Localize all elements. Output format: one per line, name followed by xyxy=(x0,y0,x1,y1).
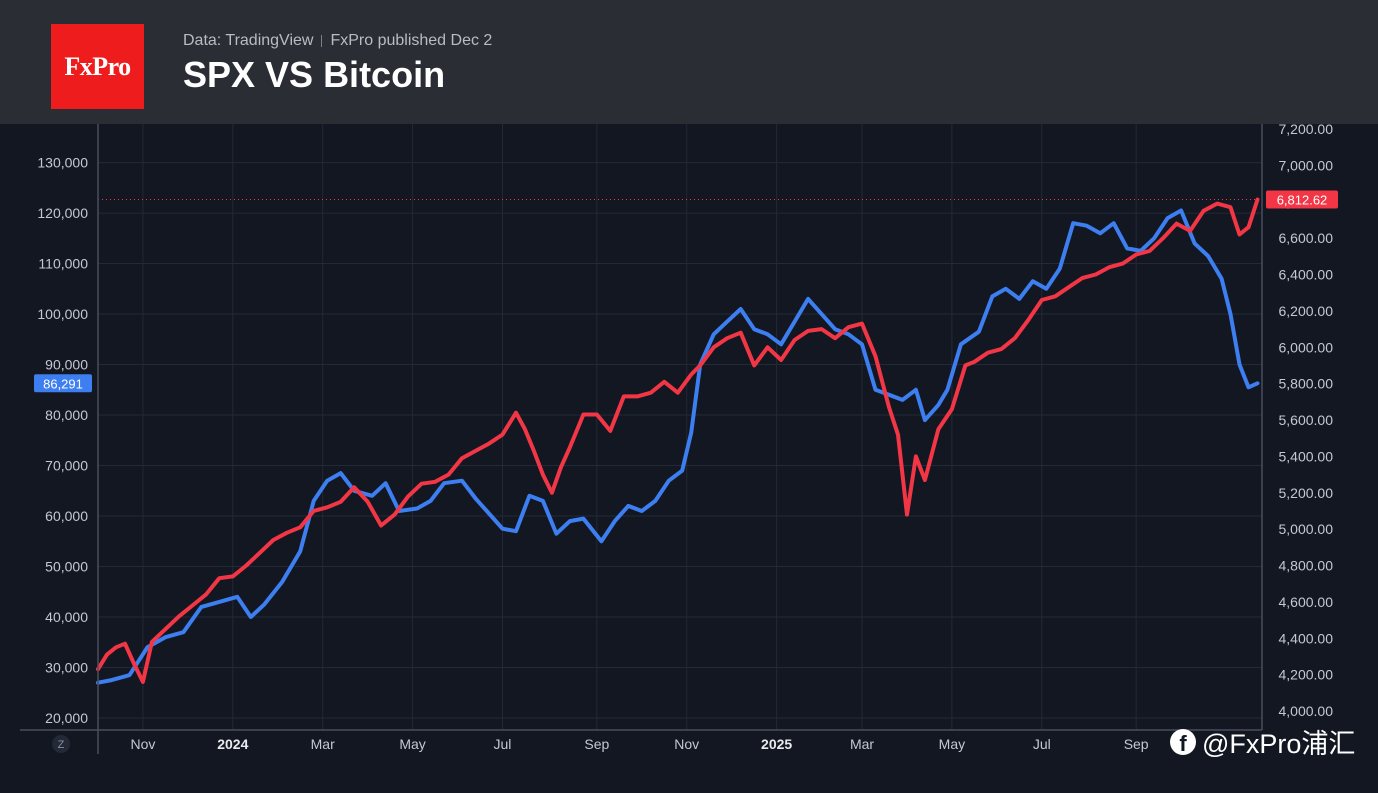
left-tick-label: 110,000 xyxy=(38,256,88,272)
x-tick-label: Jul xyxy=(494,736,512,752)
x-tick-label: 2024 xyxy=(217,736,248,752)
chart-title: SPX VS Bitcoin xyxy=(183,54,446,95)
right-tick-label: 6,600.00 xyxy=(1279,230,1334,246)
fxpro-logo: FxPro xyxy=(51,24,144,109)
left-tick-label: 130,000 xyxy=(37,155,88,171)
series-lines xyxy=(96,197,1260,685)
zoom-reset-label[interactable]: Z xyxy=(58,739,65,751)
header-bar: FxPro Data: TradingView FxPro published … xyxy=(0,0,1378,124)
logo-text: FxPro xyxy=(64,51,131,81)
left-tick-label: 120,000 xyxy=(37,205,88,221)
published-date: FxPro published Dec 2 xyxy=(330,32,493,49)
right-axis: 4,000.00 4,200.00 4,400.00 4,600.00 4,800.00… xyxy=(1261,121,1334,730)
x-tick-label: Mar xyxy=(850,736,874,752)
right-tick-label: 5,200.00 xyxy=(1279,485,1334,501)
right-tick-label: 4,200.00 xyxy=(1279,667,1334,683)
bitcoin-line xyxy=(96,208,1260,685)
bitcoin-last-badge-text: 86,291 xyxy=(43,376,83,391)
right-tick-label: 5,800.00 xyxy=(1279,376,1334,392)
left-tick-label: 90,000 xyxy=(45,357,88,373)
right-tick-label: 4,000.00 xyxy=(1279,703,1334,719)
x-tick-label: May xyxy=(939,736,965,752)
left-axis: 20,000 30,000 40,000 50,000 60,000 70,000 80,0… xyxy=(37,124,99,754)
chart-area: 20,000 30,000 40,000 50,000 60,000 70,000 80,0… xyxy=(0,121,1378,788)
spx-last-badge xyxy=(1266,190,1338,209)
right-tick-label: 6,000.00 xyxy=(1279,339,1334,355)
watermark-text: @FxPro浦汇 xyxy=(1202,729,1356,759)
right-tick-label: 5,400.00 xyxy=(1279,448,1334,464)
meta-separator xyxy=(321,35,323,47)
x-tick-label: Sep xyxy=(1124,736,1149,752)
left-tick-label: 100,000 xyxy=(37,306,88,322)
right-tick-label: 6,200.00 xyxy=(1279,303,1334,319)
grid-lines xyxy=(98,124,1262,730)
left-tick-label: 60,000 xyxy=(45,508,88,524)
watermark: f @FxPro浦汇 xyxy=(1170,722,1355,761)
right-tick-label: 5,000.00 xyxy=(1279,521,1334,537)
x-tick-label: Mar xyxy=(311,736,335,752)
right-tick-label: 7,000.00 xyxy=(1279,157,1334,173)
x-tick-label: Nov xyxy=(674,736,699,752)
right-tick-label: 4,400.00 xyxy=(1279,630,1334,646)
x-axis: Nov 2024 Mar May Jul Sep Nov 2025 Mar May Jul Sep xyxy=(20,729,1262,752)
last-value-badges: 86,291 6,812.62 xyxy=(34,190,1338,393)
right-tick-label: 4,800.00 xyxy=(1279,558,1334,574)
right-tick-label: 4,600.00 xyxy=(1279,594,1334,610)
right-tick-label: 5,600.00 xyxy=(1279,412,1334,428)
right-tick-label: 7,200.00 xyxy=(1279,124,1334,137)
bitcoin-last-badge xyxy=(34,374,92,393)
data-source: Data: TradingView xyxy=(183,32,314,49)
left-tick-label: 70,000 xyxy=(45,458,88,474)
left-tick-label: 40,000 xyxy=(45,609,88,625)
chart-meta: Data: TradingView FxPro published Dec 2 xyxy=(183,32,492,50)
right-tick-label: 6,400.00 xyxy=(1279,267,1334,283)
x-tick-label: Sep xyxy=(584,736,609,752)
left-tick-label: 80,000 xyxy=(45,407,88,423)
chart-svg: 20,000 30,000 40,000 50,000 60,000 70,000 80,0… xyxy=(20,121,1338,754)
spx-last-badge-text: 6,812.62 xyxy=(1277,192,1328,207)
left-tick-label: 50,000 xyxy=(45,559,88,575)
x-tick-label: 2025 xyxy=(761,736,792,752)
zoom-reset-circle[interactable] xyxy=(52,735,70,753)
left-tick-label: 30,000 xyxy=(45,660,88,676)
left-tick-label: 20,000 xyxy=(45,710,88,726)
x-tick-label: Nov xyxy=(130,736,155,752)
spx-line xyxy=(96,197,1260,684)
x-tick-label: Jul xyxy=(1033,736,1051,752)
facebook-icon: f xyxy=(1170,728,1196,755)
zoom-reset-button[interactable]: Z xyxy=(52,735,70,753)
x-tick-label: May xyxy=(399,736,425,752)
